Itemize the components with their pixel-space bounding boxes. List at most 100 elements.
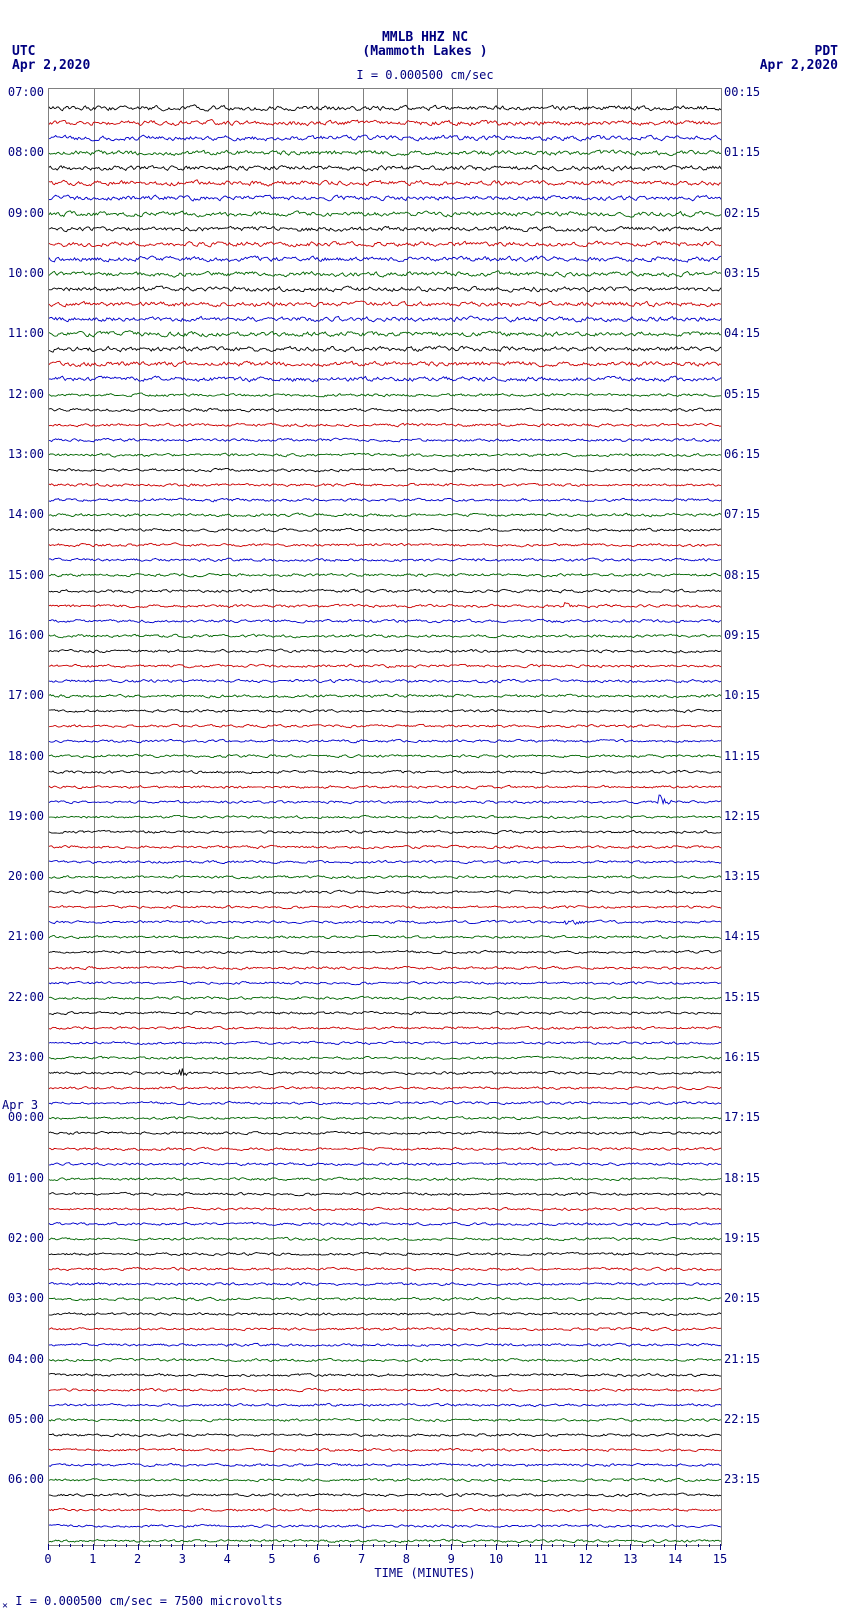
footer-scale: × I = 0.000500 cm/sec = 7500 microvolts — [2, 1594, 283, 1611]
pdt-time-label: 20:15 — [724, 1291, 760, 1305]
x-tick-label: 1 — [89, 1552, 96, 1566]
pdt-time-label: 09:15 — [724, 628, 760, 642]
pdt-time-label: 02:15 — [724, 206, 760, 220]
x-tick-label: 0 — [44, 1552, 51, 1566]
x-tick — [227, 1544, 228, 1550]
utc-time-label: 13:00 — [2, 447, 44, 461]
x-tick-label: 13 — [623, 1552, 637, 1566]
x-tick-minor — [653, 1544, 654, 1547]
pdt-time-label: 15:15 — [724, 990, 760, 1004]
seismogram-container: MMLB HHZ NC (Mammoth Lakes ) I = 0.00050… — [0, 0, 850, 1613]
pdt-time-label: 13:15 — [724, 869, 760, 883]
x-tick-minor — [608, 1544, 609, 1547]
x-tick-minor — [350, 1544, 351, 1547]
x-tick-minor — [126, 1544, 127, 1547]
station-subtitle: (Mammoth Lakes ) — [0, 44, 850, 59]
x-tick-minor — [429, 1544, 430, 1547]
utc-time-label: 08:00 — [2, 145, 44, 159]
pdt-time-label: 19:15 — [724, 1231, 760, 1245]
x-tick-label: 10 — [489, 1552, 503, 1566]
x-tick — [48, 1544, 49, 1550]
x-tick-minor — [485, 1544, 486, 1547]
x-tick-label: 2 — [134, 1552, 141, 1566]
x-tick-minor — [194, 1544, 195, 1547]
x-tick-minor — [149, 1544, 150, 1547]
x-tick — [675, 1544, 676, 1550]
x-tick — [720, 1544, 721, 1550]
x-tick-label: 14 — [668, 1552, 682, 1566]
utc-time-label: 03:00 — [2, 1291, 44, 1305]
x-tick — [317, 1544, 318, 1550]
x-tick-label: 6 — [313, 1552, 320, 1566]
utc-time-label: 01:00 — [2, 1171, 44, 1185]
pdt-time-label: 06:15 — [724, 447, 760, 461]
pdt-time-label: 14:15 — [724, 929, 760, 943]
x-tick-label: 5 — [268, 1552, 275, 1566]
x-tick-minor — [104, 1544, 105, 1547]
x-tick-label: 12 — [578, 1552, 592, 1566]
x-tick-label: 3 — [179, 1552, 186, 1566]
pdt-time-label: 18:15 — [724, 1171, 760, 1185]
x-tick-minor — [384, 1544, 385, 1547]
x-tick — [496, 1544, 497, 1550]
helicorder-plot — [48, 88, 722, 1546]
pdt-time-label: 21:15 — [724, 1352, 760, 1366]
x-tick-label: 15 — [713, 1552, 727, 1566]
x-tick-minor — [563, 1544, 564, 1547]
pdt-time-label: 23:15 — [724, 1472, 760, 1486]
pdt-time-label: 16:15 — [724, 1050, 760, 1064]
x-tick-minor — [664, 1544, 665, 1547]
x-tick-minor — [373, 1544, 374, 1547]
x-tick-minor — [642, 1544, 643, 1547]
x-tick-minor — [474, 1544, 475, 1547]
x-tick-minor — [70, 1544, 71, 1547]
utc-time-label: 12:00 — [2, 387, 44, 401]
x-tick-minor — [160, 1544, 161, 1547]
x-tick-minor — [462, 1544, 463, 1547]
x-tick-minor — [440, 1544, 441, 1547]
pdt-time-label: 10:15 — [724, 688, 760, 702]
tz-left-label: UTC — [12, 44, 35, 59]
x-tick-minor — [171, 1544, 172, 1547]
date-left-label: Apr 2,2020 — [12, 58, 90, 73]
x-tick-minor — [574, 1544, 575, 1547]
pdt-time-label: 17:15 — [724, 1110, 760, 1124]
x-tick — [362, 1544, 363, 1550]
utc-time-label: 06:00 — [2, 1472, 44, 1486]
x-tick-minor — [530, 1544, 531, 1547]
x-tick-minor — [283, 1544, 284, 1547]
utc-time-label: 09:00 — [2, 206, 44, 220]
scale-label: I = 0.000500 cm/sec — [356, 68, 493, 82]
pdt-time-label: 03:15 — [724, 266, 760, 280]
utc-time-label: 05:00 — [2, 1412, 44, 1426]
x-tick-minor — [216, 1544, 217, 1547]
station-title: MMLB HHZ NC — [0, 30, 850, 45]
tz-right-label: PDT — [815, 44, 838, 59]
x-tick-minor — [507, 1544, 508, 1547]
x-tick-minor — [59, 1544, 60, 1547]
utc-time-label: 15:00 — [2, 568, 44, 582]
pdt-time-label: 22:15 — [724, 1412, 760, 1426]
utc-time-label: 16:00 — [2, 628, 44, 642]
x-tick-minor — [294, 1544, 295, 1547]
x-tick-minor — [709, 1544, 710, 1547]
x-tick-label: 9 — [448, 1552, 455, 1566]
x-tick — [272, 1544, 273, 1550]
utc-time-label: 23:00 — [2, 1050, 44, 1064]
utc-time-label: 10:00 — [2, 266, 44, 280]
x-tick-minor — [238, 1544, 239, 1547]
x-tick-minor — [250, 1544, 251, 1547]
utc-time-label: 04:00 — [2, 1352, 44, 1366]
utc-time-label: 22:00 — [2, 990, 44, 1004]
x-tick-minor — [698, 1544, 699, 1547]
utc-time-label: 21:00 — [2, 929, 44, 943]
x-tick-minor — [115, 1544, 116, 1547]
x-tick — [93, 1544, 94, 1550]
utc-time-label: 07:00 — [2, 85, 44, 99]
pdt-time-label: 08:15 — [724, 568, 760, 582]
x-tick-label: 4 — [224, 1552, 231, 1566]
utc-time-label: 18:00 — [2, 749, 44, 763]
x-tick-minor — [306, 1544, 307, 1547]
x-tick — [182, 1544, 183, 1550]
utc-time-label: 19:00 — [2, 809, 44, 823]
